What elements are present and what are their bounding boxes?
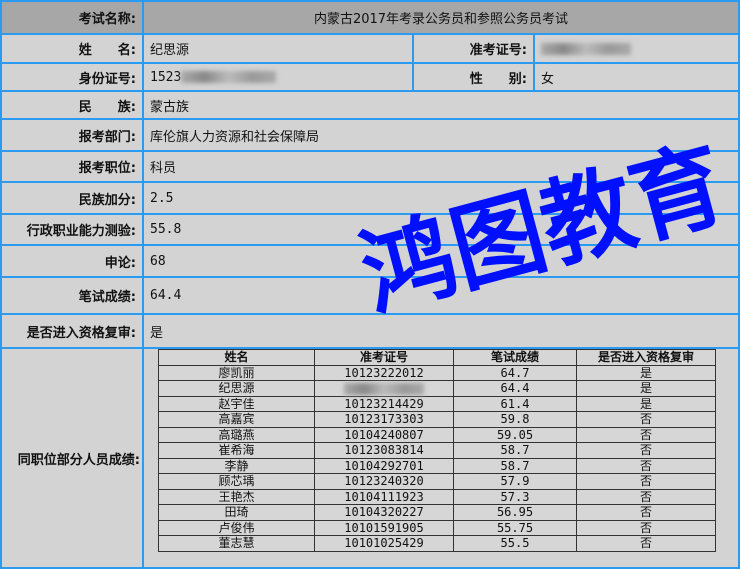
ticket-label: 准考证号: — [412, 33, 535, 64]
peer-review: 是 — [576, 380, 716, 397]
gender-label: 性 别: — [412, 62, 535, 92]
written-label: 笔试成绩: — [0, 276, 144, 315]
peers-row: 高璐燕 10104240807 59.05 否 — [158, 426, 716, 443]
name-label: 姓 名: — [0, 33, 144, 64]
peer-name: 李静 — [158, 457, 315, 474]
essay-value: 68 — [142, 244, 740, 278]
peer-name: 田琦 — [158, 504, 315, 521]
peer-review: 否 — [576, 457, 716, 474]
peer-score: 55.5 — [453, 535, 577, 552]
written-value: 64.4 — [142, 276, 740, 315]
peers-header: 是否进入资格复审 — [576, 349, 716, 366]
peer-review: 否 — [576, 426, 716, 443]
peer-review: 是 — [576, 364, 716, 381]
peers-row: 董志慧 10101025429 55.5 否 — [158, 535, 716, 552]
peer-name: 董志慧 — [158, 535, 315, 552]
peer-ticket: 10123214429 — [314, 395, 454, 412]
id-blurred — [181, 71, 277, 83]
peer-score: 59.8 — [453, 411, 577, 428]
peers-label: 同职位部分人员成绩: — [0, 347, 144, 569]
peer-name: 赵宇佳 — [158, 395, 315, 412]
ethnic-bonus-label: 民族加分: — [0, 181, 144, 215]
peer-review: 否 — [576, 411, 716, 428]
peer-ticket: 10104320227 — [314, 504, 454, 521]
peers-row: 赵宇佳 10123214429 61.4 是 — [158, 395, 716, 412]
peer-ticket-blurred — [344, 382, 424, 395]
peer-review: 否 — [576, 535, 716, 552]
exam-label: 考试名称: — [0, 0, 144, 35]
peers-table: 姓名 准考证号 笔试成绩 是否进入资格复审 廖凯丽 10123222012 64.7 是纪思… — [158, 349, 716, 552]
peers-row: 顾芯瑀 10123240320 57.9 否 — [158, 473, 716, 490]
peer-score: 58.7 — [453, 442, 577, 459]
name-value: 纪思源 — [142, 33, 414, 64]
peer-name: 高嘉宾 — [158, 411, 315, 428]
peers-row: 高嘉宾 10123173303 59.8 否 — [158, 411, 716, 428]
peers-row: 王艳杰 10104111923 57.3 否 — [158, 488, 716, 505]
peers-row: 田琦 10104320227 56.95 否 — [158, 504, 716, 521]
peer-name: 崔希海 — [158, 442, 315, 459]
peers-row: 卢俊伟 10101591905 55.75 否 — [158, 519, 716, 536]
peers-row: 廖凯丽 10123222012 64.7 是 — [158, 364, 716, 381]
peer-score: 64.4 — [453, 380, 577, 397]
position-label: 报考职位: — [0, 150, 144, 183]
peers-header: 笔试成绩 — [453, 349, 577, 366]
peer-name: 廖凯丽 — [158, 364, 315, 381]
department-value: 库伦旗人力资源和社会保障局 — [142, 118, 740, 152]
peers-row: 李静 10104292701 58.7 否 — [158, 457, 716, 474]
review-label: 是否进入资格复审: — [0, 313, 144, 349]
ethnicity-value: 蒙古族 — [142, 90, 740, 120]
essay-label: 申论: — [0, 244, 144, 278]
peer-review: 否 — [576, 519, 716, 536]
peer-score: 58.7 — [453, 457, 577, 474]
gender-value: 女 — [533, 62, 740, 92]
peer-ticket — [314, 380, 454, 397]
peer-ticket: 10123173303 — [314, 411, 454, 428]
peer-ticket: 10104111923 — [314, 488, 454, 505]
ethnic-bonus-value: 2.5 — [142, 181, 740, 215]
peers-header: 准考证号 — [314, 349, 454, 366]
peer-review: 否 — [576, 504, 716, 521]
review-value: 是 — [142, 313, 740, 349]
peer-score: 61.4 — [453, 395, 577, 412]
ethnicity-label: 民 族: — [0, 90, 144, 120]
aptitude-label: 行政职业能力测验: — [0, 213, 144, 246]
id-prefix: 1523 — [150, 69, 182, 85]
peers-row: 纪思源 64.4 是 — [158, 380, 716, 397]
ticket-value-blurred — [533, 33, 740, 64]
peer-name: 顾芯瑀 — [158, 473, 315, 490]
peer-score: 55.75 — [453, 519, 577, 536]
peer-review: 否 — [576, 442, 716, 459]
peer-review: 是 — [576, 395, 716, 412]
peers-row: 崔希海 10123083814 58.7 否 — [158, 442, 716, 459]
peer-score: 56.95 — [453, 504, 577, 521]
peer-ticket: 10101591905 — [314, 519, 454, 536]
peers-header: 姓名 — [158, 349, 315, 366]
peer-review: 否 — [576, 488, 716, 505]
peer-review: 否 — [576, 473, 716, 490]
peer-ticket: 10123222012 — [314, 364, 454, 381]
peer-ticket: 10123083814 — [314, 442, 454, 459]
peer-score: 59.05 — [453, 426, 577, 443]
peer-name: 王艳杰 — [158, 488, 315, 505]
peer-score: 57.9 — [453, 473, 577, 490]
peer-ticket: 10104292701 — [314, 457, 454, 474]
peer-name: 纪思源 — [158, 380, 315, 397]
peer-ticket: 10101025429 — [314, 535, 454, 552]
peer-score: 57.3 — [453, 488, 577, 505]
exam-name: 内蒙古2017年考录公务员和参照公务员考试 — [142, 0, 740, 35]
id-value: 1523 — [142, 62, 414, 92]
peer-name: 高璐燕 — [158, 426, 315, 443]
position-value: 科员 — [142, 150, 740, 183]
peer-ticket: 10104240807 — [314, 426, 454, 443]
id-label: 身份证号: — [0, 62, 144, 92]
peer-name: 卢俊伟 — [158, 519, 315, 536]
aptitude-value: 55.8 — [142, 213, 740, 246]
peer-ticket: 10123240320 — [314, 473, 454, 490]
department-label: 报考部门: — [0, 118, 144, 152]
peer-score: 64.7 — [453, 364, 577, 381]
